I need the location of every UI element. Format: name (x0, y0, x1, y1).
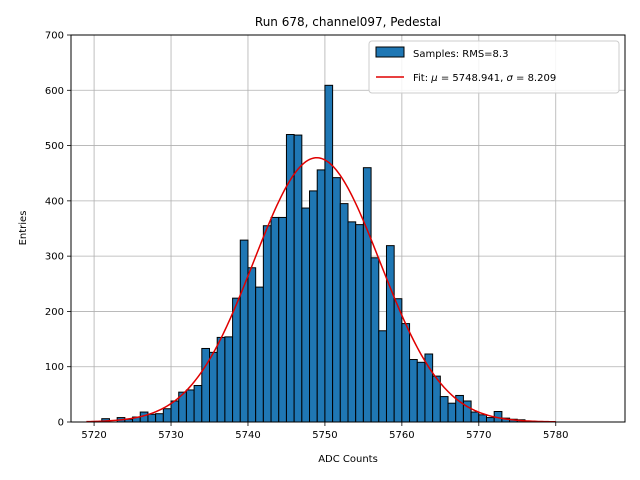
histogram-bar (209, 351, 218, 423)
histogram-bar (432, 375, 441, 423)
x-tick-label: 5780 (543, 430, 568, 441)
histogram-bar (355, 224, 364, 423)
histogram-bar (216, 336, 226, 423)
legend-box (368, 40, 620, 94)
legend-fit-sigma: σ (506, 73, 513, 84)
histogram-bar (401, 323, 411, 423)
histogram-bar (309, 190, 318, 423)
histogram-bar (339, 203, 349, 423)
y-tick-label: 700 (45, 31, 64, 42)
histogram-bar (416, 361, 426, 423)
y-tick-label: 500 (45, 141, 64, 152)
histogram-bars (101, 84, 534, 423)
histogram-bar (370, 257, 380, 423)
histogram-bar (470, 411, 480, 423)
y-tick-label: 0 (58, 418, 64, 429)
x-axis-label: ADC Counts (318, 454, 378, 465)
legend: Samples: RMS=8.3 Fit: μ = 5748.941, σ = … (368, 40, 620, 94)
histogram-bar (301, 207, 311, 423)
histogram-bar (232, 297, 241, 423)
histogram-bar (255, 286, 264, 423)
legend-fit-sigma-value: = 8.209 (516, 73, 556, 84)
legend-fit-mu-value: = 5748.941, (441, 73, 503, 84)
legend-label-fit: Fit: μ = 5748.941, σ = 8.209 (413, 73, 556, 84)
histogram-bar (439, 396, 449, 423)
histogram-bar (285, 134, 295, 423)
x-axis-ticks: 5720 5730 5740 5750 5760 5770 5780 (81, 422, 568, 441)
histogram-bar (201, 347, 211, 423)
histogram-bar (185, 389, 195, 423)
histogram-bar (347, 221, 357, 423)
histogram-bar (486, 417, 495, 423)
legend-fit-prefix: Fit: (413, 73, 428, 84)
histogram-bar (409, 359, 418, 423)
plot-frame (70, 34, 626, 423)
x-tick-label: 5740 (235, 430, 260, 441)
y-tick-label: 400 (45, 196, 64, 207)
x-tick-label: 5770 (466, 430, 491, 441)
histogram-bar (262, 225, 272, 423)
histogram-bar (393, 298, 403, 423)
histogram-bar (378, 330, 387, 423)
histogram-bar (385, 245, 395, 423)
histogram-bar (170, 400, 180, 423)
y-axis-label: Entries (18, 211, 29, 246)
histogram-bar (447, 402, 457, 423)
histogram-bar (147, 413, 157, 423)
histogram-bar (324, 84, 334, 423)
histogram-bar (239, 239, 249, 423)
histogram-bar (478, 414, 487, 423)
x-tick-label: 5720 (81, 430, 106, 441)
histogram-bar (362, 167, 372, 423)
fit-curve (86, 156, 556, 423)
histogram-bar (162, 408, 172, 423)
x-tick-label: 5750 (312, 430, 337, 441)
chart-title: Run 678, channel097, Pedestal (255, 15, 441, 29)
y-tick-label: 100 (45, 362, 64, 373)
histogram-bar (247, 267, 257, 423)
y-tick-label: 300 (45, 252, 64, 263)
histogram-bar (224, 336, 234, 423)
x-tick-label: 5760 (389, 430, 414, 441)
histogram-bar (155, 413, 164, 423)
histogram-bar (270, 216, 280, 423)
y-tick-label: 200 (45, 307, 64, 318)
legend-swatch-samples (375, 46, 405, 58)
legend-label-samples: Samples: RMS=8.3 (413, 49, 508, 60)
x-tick-label: 5730 (158, 430, 183, 441)
histogram-bar (278, 216, 287, 423)
y-tick-label: 600 (45, 86, 64, 97)
legend-fit-mu: μ (430, 73, 437, 84)
histogram-bar (193, 385, 203, 423)
y-axis-ticks: 0 100 200 300 400 500 600 700 (45, 31, 71, 429)
histogram-bar (293, 134, 303, 423)
histogram-bar (332, 177, 341, 423)
histogram-bar (316, 169, 326, 423)
